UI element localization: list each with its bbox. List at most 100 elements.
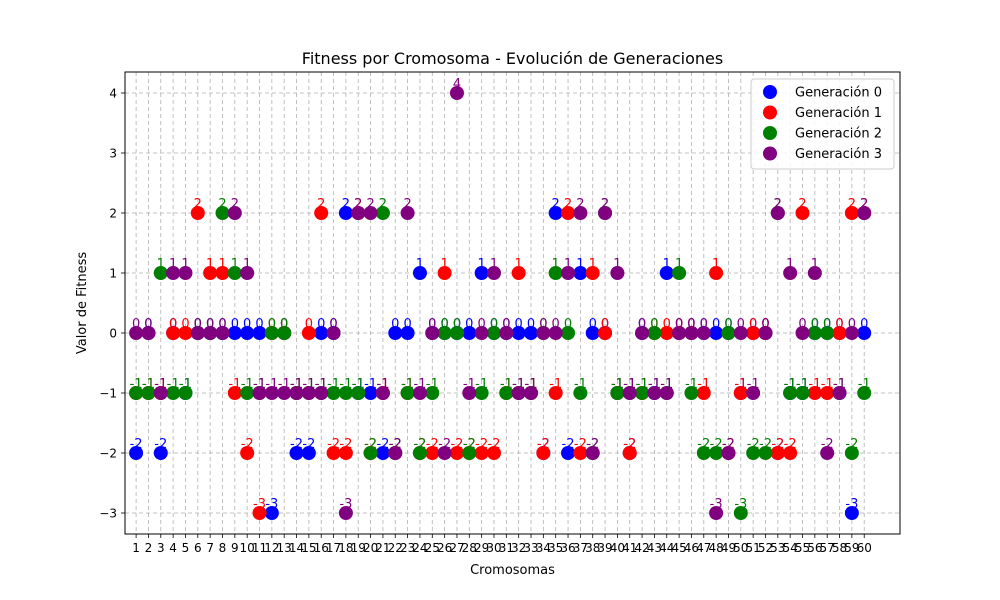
data-label-gen0: 0: [490, 317, 498, 332]
data-label-gen3: 0: [502, 317, 510, 332]
data-label-gen1: -2: [463, 437, 476, 452]
data-label-gen1: -1: [376, 377, 389, 392]
y-tick-label: 2: [109, 207, 117, 221]
data-label-gen3: 2: [366, 197, 374, 212]
data-label-gen0: -2: [562, 437, 575, 452]
data-point-gen1: [252, 506, 267, 520]
x-tick-label: 29: [474, 541, 489, 555]
data-point-gen2: [264, 326, 279, 340]
x-tick-label: 30: [486, 541, 501, 555]
y-tick-label: 3: [109, 147, 117, 161]
data-point-gen1: [561, 206, 576, 220]
data-label-gen2: -2: [413, 437, 426, 452]
data-label-gen2: -2: [463, 437, 476, 452]
data-label-gen1: 0: [687, 317, 695, 332]
data-label-gen0: -1: [611, 377, 624, 392]
data-point-gen3: [190, 326, 205, 340]
data-label-gen0: 0: [440, 317, 448, 332]
data-point-gen2: [561, 326, 576, 340]
x-tick-label: 58: [832, 541, 847, 555]
data-label-gen2: -1: [611, 377, 624, 392]
data-label-gen1: -2: [364, 437, 377, 452]
data-label-gen1: -2: [450, 437, 463, 452]
data-label-gen1: -2: [771, 437, 784, 452]
data-point-gen3: [178, 266, 193, 280]
data-point-gen3: [635, 326, 650, 340]
data-point-gen3: [289, 386, 304, 400]
data-label-gen3: -1: [376, 377, 389, 392]
data-label-gen3: 1: [181, 257, 189, 272]
data-label-gen2: -1: [685, 377, 698, 392]
data-label-gen1: -1: [142, 377, 155, 392]
data-label-gen1: -1: [290, 377, 303, 392]
data-point-gen1: [166, 326, 181, 340]
data-point-gen0: [511, 326, 526, 340]
x-tick-label: 41: [622, 541, 637, 555]
data-point-gen3: [499, 326, 514, 340]
data-point-gen1: [844, 206, 859, 220]
data-label-gen3: 0: [206, 317, 214, 332]
data-point-gen3: [166, 266, 181, 280]
data-label-gen2: -2: [845, 437, 858, 452]
data-point-gen3: [561, 266, 576, 280]
data-point-gen3: [795, 326, 810, 340]
data-point-gen1: [709, 266, 724, 280]
data-point-gen3: [474, 326, 489, 340]
data-label-gen2: -1: [858, 377, 871, 392]
data-label-gen1: 0: [761, 317, 769, 332]
data-label-gen2: -1: [401, 377, 414, 392]
data-point-gen2: [474, 386, 489, 400]
data-point-gen3: [610, 266, 625, 280]
data-label-gen3: -1: [253, 377, 266, 392]
data-point-gen1: [820, 386, 835, 400]
data-label-gen2: 2: [379, 197, 387, 212]
data-label-gen1: -2: [339, 437, 352, 452]
data-label-gen1: 2: [194, 197, 202, 212]
y-tick-label: 1: [109, 267, 117, 281]
data-label-gen2: -1: [623, 377, 636, 392]
data-label-gen1: -1: [611, 377, 624, 392]
data-point-gen1: [486, 446, 501, 460]
data-point-gen2: [795, 386, 810, 400]
data-label-gen0: 0: [601, 317, 609, 332]
data-label-gen2: 0: [539, 317, 547, 332]
data-label-gen1: 2: [564, 197, 572, 212]
plot-frame: [124, 71, 901, 535]
data-point-gen1: [203, 266, 218, 280]
data-point-gen3: [252, 386, 267, 400]
data-point-gen3: [141, 326, 156, 340]
data-label-gen0: -1: [784, 377, 797, 392]
data-label-gen3: 1: [613, 257, 621, 272]
x-tick-label: 32: [511, 541, 526, 555]
data-label-gen3: 0: [478, 317, 486, 332]
data-label-gen0: 1: [416, 257, 424, 272]
data-label-gen3: -1: [463, 377, 476, 392]
data-label-gen1: -1: [734, 377, 747, 392]
data-point-gen0: [375, 446, 390, 460]
data-label-gen0: 0: [749, 317, 757, 332]
data-point-gen1: [746, 326, 761, 340]
data-label-gen3: 0: [218, 317, 226, 332]
x-tick-label: 39: [597, 541, 612, 555]
data-points: [129, 86, 872, 520]
data-label-gen1: -2: [537, 437, 550, 452]
x-tick-label: 12: [264, 541, 279, 555]
data-point-gen3: [203, 326, 218, 340]
data-label-gen3: 1: [243, 257, 251, 272]
data-point-gen2: [462, 446, 477, 460]
data-label-gen2: 1: [231, 257, 239, 272]
data-label-gen0: 0: [144, 317, 152, 332]
data-label-gen2: 2: [774, 197, 782, 212]
y-tick-label: 4: [109, 87, 117, 101]
x-tick-label: 48: [708, 541, 723, 555]
x-tick-label: 54: [783, 541, 798, 555]
data-label-gen2: 0: [490, 317, 498, 332]
data-label-gen1: 2: [354, 197, 362, 212]
data-point-gen3: [375, 386, 390, 400]
x-tick-label: 15: [301, 541, 316, 555]
data-label-gen0: 0: [860, 317, 868, 332]
data-label-gen3: -1: [302, 377, 315, 392]
data-label-gen3: 0: [144, 317, 152, 332]
x-tick-label: 49: [721, 541, 736, 555]
data-label-gen1: 2: [798, 197, 806, 212]
